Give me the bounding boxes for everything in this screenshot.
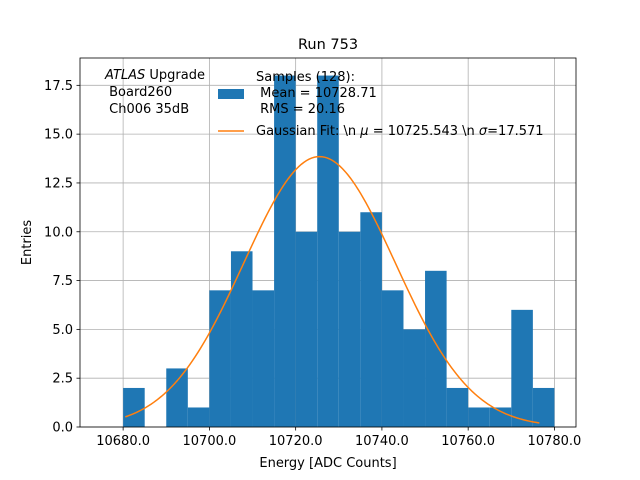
- histogram-bar: [403, 329, 426, 427]
- annotation-upgrade: Upgrade: [145, 68, 205, 83]
- histogram-bar: [274, 75, 296, 428]
- gaussian-fit-curve: [125, 155, 540, 424]
- histogram-bar: [532, 387, 555, 427]
- legend-fit-text-segment: Gaussian Fit: \n: [256, 124, 360, 139]
- y-tick-label: 5.0: [52, 323, 73, 338]
- histogram-bar: [425, 270, 447, 427]
- histogram-bar: [295, 231, 318, 427]
- histogram-bar: [187, 407, 210, 427]
- annotation-line-1: ATLAS Upgrade: [104, 68, 205, 83]
- histogram-bars: [123, 75, 555, 428]
- histogram-bar: [166, 368, 188, 427]
- legend-histogram-patch: [218, 89, 244, 99]
- legend-histogram-line-3: RMS = 20.16: [256, 102, 345, 117]
- y-tick-label: 2.5: [52, 372, 73, 387]
- histogram-bar: [381, 290, 404, 427]
- histogram-bar: [338, 231, 361, 427]
- histogram-bar: [230, 251, 253, 427]
- histogram-bar: [511, 309, 533, 427]
- x-tick-label: 10740.0: [355, 434, 409, 449]
- y-tick-label: 7.5: [52, 274, 73, 289]
- legend-histogram-line-1: Samples (128):: [256, 70, 355, 85]
- plot-frame: [79, 57, 577, 428]
- x-axis-label: Energy [ADC Counts]: [259, 456, 396, 471]
- y-tick-label: 15.0: [44, 128, 73, 143]
- y-tick-label: 10.0: [44, 225, 73, 240]
- histogram-bar: [446, 387, 469, 427]
- x-tick-label: 10760.0: [441, 434, 495, 449]
- chart-title: Run 753: [298, 37, 358, 53]
- x-tick-label: 10680.0: [96, 434, 150, 449]
- histogram-bar: [360, 212, 382, 427]
- histogram-bar: [317, 75, 339, 428]
- legend-fit-text-segment: =17.571: [487, 124, 543, 139]
- atlas-annotation: ATLAS Upgrade Board260 Ch006 35dB: [104, 68, 205, 117]
- y-tick-label: 17.5: [44, 79, 73, 94]
- histogram-bar: [252, 290, 275, 427]
- x-tick-label: 10780.0: [528, 434, 582, 449]
- y-tick-label: 12.5: [44, 176, 73, 191]
- histogram-bar: [123, 387, 145, 427]
- y-axis-label: Entries: [20, 220, 35, 266]
- annotation-line-3: Ch006 35dB: [105, 102, 189, 117]
- legend-histogram-line-2: Mean = 10728.71: [256, 86, 377, 101]
- histogram-bar: [489, 407, 512, 427]
- y-axis-ticks: 0.0 2.5 5.0 7.5 10.0 12.5 15.0 17.5: [44, 79, 80, 436]
- histogram-bar: [209, 290, 231, 427]
- annotation-atlas: ATLAS: [104, 68, 145, 83]
- legend-fit-label: Gaussian Fit: \n μ = 10725.543 \n σ=17.5…: [256, 124, 544, 139]
- histogram-bar: [468, 407, 490, 427]
- legend-fit-text-segment: = 10725.543 \n: [369, 124, 479, 139]
- legend-fit-math: σ: [479, 124, 488, 139]
- annotation-line-2: Board260: [105, 85, 172, 100]
- x-tick-label: 10700.0: [183, 434, 237, 449]
- y-tick-label: 0.0: [52, 421, 73, 436]
- x-tick-label: 10720.0: [269, 434, 323, 449]
- x-axis-ticks: 10680.0 10700.0 10720.0 10740.0 10760.0 10780…: [96, 427, 581, 449]
- legend: Samples (128): Mean = 10728.71 RMS = 20.…: [218, 70, 544, 139]
- legend-fit-math: μ: [359, 124, 368, 139]
